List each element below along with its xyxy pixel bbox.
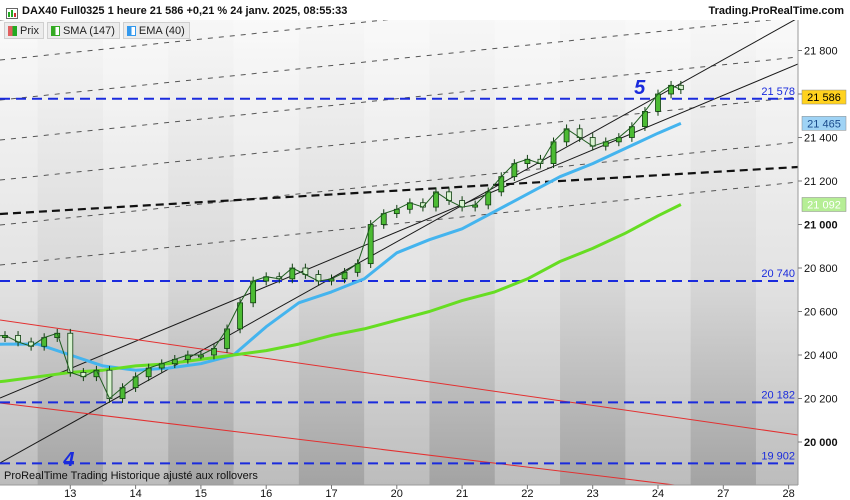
x-tick-label: 21 [456, 488, 468, 500]
y-tick-label: 20 000 [804, 437, 838, 449]
x-tick-label: 27 [717, 488, 729, 500]
y-tick-label: 20 600 [804, 307, 838, 319]
price-tag [801, 89, 847, 105]
day-band [494, 20, 561, 485]
y-tick-label: 21 200 [804, 176, 838, 188]
price-tag [801, 197, 847, 212]
x-tick-label: 14 [129, 488, 141, 500]
series-line [0, 203, 682, 384]
legend-item-ema[interactable]: EMA (40) [122, 22, 190, 39]
median-line [0, 165, 798, 216]
x-tick-label: 16 [260, 488, 272, 500]
price-tag-label: 21 092 [807, 199, 841, 211]
x-tick-label: 22 [521, 488, 533, 500]
sma-swatch-icon [50, 25, 60, 36]
x-tick-label: 28 [782, 488, 794, 500]
channel-lower-line [0, 20, 796, 464]
indicator-legend: Prix SMA (147) EMA (40) [4, 22, 190, 39]
x-tick-label: 23 [587, 488, 599, 500]
x-tick-label: 20 [391, 488, 403, 500]
level-label: 19 902 [761, 450, 795, 462]
channel-upper-line [0, 63, 798, 399]
level-label: 21 578 [761, 86, 795, 98]
y-tick-label: 20 200 [804, 394, 838, 406]
price-tag-label: 21 465 [807, 118, 841, 130]
day-band [0, 20, 38, 485]
brand-label: Trading.ProRealTime.com [708, 5, 844, 17]
legend-item-sma[interactable]: SMA (147) [46, 22, 120, 39]
level-label: 20 182 [761, 389, 795, 401]
ema-swatch-icon [126, 25, 136, 36]
y-tick-label: 21 000 [804, 220, 838, 232]
footer-note: ProRealTime Trading Historique ajusté au… [4, 470, 258, 482]
fan-line [0, 181, 798, 266]
fan-line [0, 141, 798, 226]
fan-line [0, 20, 774, 101]
x-tick-label: 17 [325, 488, 337, 500]
fan-line [0, 20, 390, 61]
fan-line [0, 56, 798, 141]
wave-label: 5 [634, 77, 646, 99]
day-band [233, 20, 299, 485]
x-tick-label: 15 [195, 488, 207, 500]
down-channel-lower-line [0, 402, 679, 485]
instrument-icon[interactable] [6, 6, 18, 19]
x-tick-label: 24 [652, 488, 664, 500]
legend-label: Prix [20, 24, 39, 37]
price-swatch-icon [8, 25, 17, 36]
fan-line [0, 96, 798, 181]
legend-label: SMA (147) [62, 24, 115, 37]
x-axis-panel [0, 485, 850, 500]
price-tag-label: 21 586 [807, 92, 841, 104]
level-label: 20 740 [761, 268, 795, 280]
wave-label: 4 [62, 449, 74, 471]
legend-label: EMA (40) [138, 24, 185, 37]
down-channel-upper-line [0, 319, 798, 436]
y-tick-label: 20 400 [804, 350, 838, 362]
series-line [0, 122, 682, 372]
day-band [102, 20, 169, 485]
legend-item-prix[interactable]: Prix [4, 22, 44, 39]
chart-header-title: DAX40 Full0325 1 heure 21 586 +0,21 % 24… [22, 5, 348, 17]
price-tag [801, 116, 847, 131]
x-tick-label: 13 [64, 488, 76, 500]
y-tick-label: 21 400 [804, 133, 838, 145]
y-tick-label: 20 800 [804, 263, 838, 275]
y-tick-label: 21 800 [804, 46, 838, 58]
price-line [0, 84, 682, 400]
